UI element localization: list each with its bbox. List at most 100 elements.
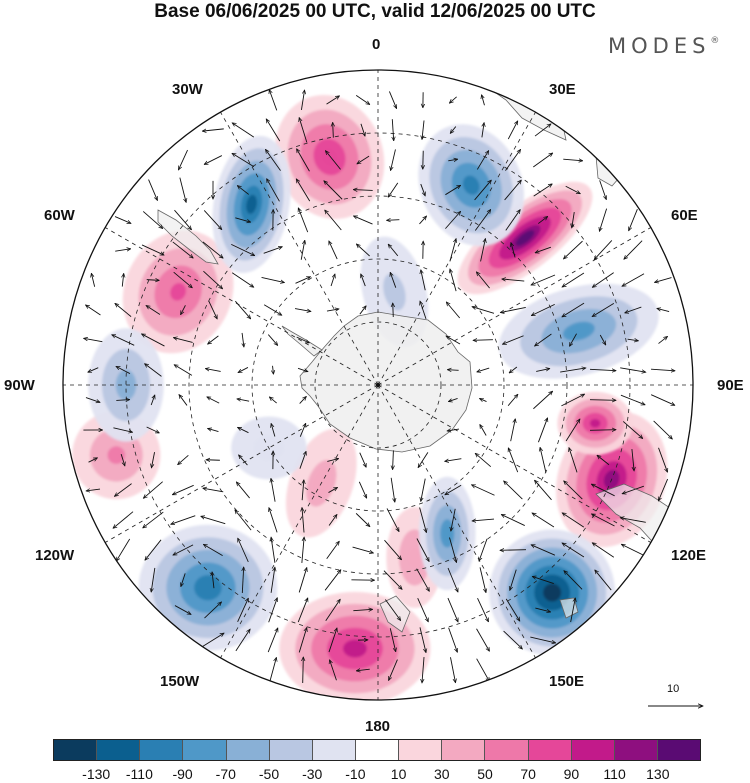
wind-vector-arrow [204,155,223,165]
wind-vector-arrow [299,423,305,437]
wind-vector-arrow [502,279,525,282]
wind-vector-arrow [360,123,365,136]
anomaly-band [463,176,479,194]
wind-vector-arrow [359,306,366,315]
wind-vector-arrow [531,544,556,556]
south-pole-marker [376,383,380,387]
wind-vector-arrow [657,308,670,313]
wind-vector-arrow [294,308,311,312]
wind-vector-arrow [122,273,123,287]
registered-mark: ® [710,36,720,46]
wind-vector-arrow [267,334,277,346]
wind-vector-arrow [532,513,555,528]
wind-vector-arrow [650,394,675,406]
anomaly-center-negative-14 [418,476,476,591]
wind-vector-arrow [151,452,155,468]
wind-vector-arrow [300,240,305,260]
wind-vector-arrow [563,159,582,161]
wind-vector-arrow [509,366,518,373]
wind-vector-arrow [569,333,577,347]
wind-vector-arrow [500,307,526,312]
wind-vector-arrow [420,183,425,196]
wind-vector-arrow [420,301,427,320]
wind-vector-arrow [421,478,426,502]
anomaly-center-negative-12 [489,529,616,656]
colorbar-tick-label: -50 [258,766,280,782]
colorbar-tick-label: 130 [646,766,670,782]
wind-vector-arrow [477,598,489,622]
wind-vector-arrow [477,367,490,372]
wind-vector-arrow [501,514,525,526]
anomaly-band [515,230,535,246]
wind-vector-arrow [301,537,304,563]
colorbar-segment [183,740,227,760]
wind-vector-arrow [356,669,370,671]
wind-vector-arrow [352,546,374,553]
wind-vector-arrow [503,630,523,649]
wind-vector-arrow [267,628,278,653]
colorbar-tick-label: 30 [434,766,450,782]
wind-vector-arrow [472,519,495,521]
anomaly-center-negative-13 [138,524,278,651]
wind-vector-arrow [325,599,340,622]
wind-vector-arrow [595,570,612,591]
wind-vector-arrow [564,571,583,590]
wind-vector-arrow [624,240,643,260]
wind-vector-arrow [203,488,224,493]
lon-label-60w: 60W [44,207,75,224]
wind-vector-arrow [145,364,162,377]
wind-vector-arrow [447,429,460,431]
wind-vector-arrow [271,537,276,563]
colorbar-tick-label: -130 [82,766,111,782]
wind-vector-arrow [85,397,100,403]
wind-vector-arrow [589,369,616,370]
wind-vector-arrow [388,91,396,108]
wind-vector-arrow [203,544,223,557]
wind-vector-arrow [179,395,188,406]
wind-vector-arrow [114,483,132,497]
wind-vector-arrow [475,453,492,468]
wind-vector-arrow [393,303,394,318]
wind-vector-arrow [235,217,250,222]
wind-vector-arrow [113,427,132,432]
colorbar-segment [97,740,141,760]
wind-vector-arrow [142,211,163,228]
wind-vector-arrow [570,598,576,623]
wind-vector-arrow [419,216,426,225]
wind-vector-arrow [273,365,274,374]
wind-vector-arrow [533,184,553,197]
lon-label-120e: 120E [671,547,707,564]
wind-vector-arrow [560,368,586,373]
lon-label-60e: 60E [671,207,698,224]
brand-text: MODES [608,34,711,58]
wind-vector-arrow [242,332,244,347]
colorbar-segment [571,740,615,760]
wind-vector-arrow [449,96,457,103]
wind-vector-arrow [445,185,460,196]
anomaly-center-positive-3 [279,591,431,700]
wind-vector-arrow [298,628,307,653]
colorbar-segment [355,740,400,760]
wind-vector-arrow [450,126,457,134]
wind-vector-arrow [146,305,161,315]
antarctica-landmass [299,311,473,453]
wind-vector-arrow [271,478,276,502]
wind-vector-arrow [504,481,523,500]
colorbar-segment [226,740,270,760]
colorbar-segment [528,740,572,760]
wind-vector-arrow [115,303,132,317]
anomaly-band [198,578,218,597]
wind-vector-arrow [599,334,606,345]
wind-vector-arrow [299,118,308,143]
wind-vector-arrow [327,459,338,462]
wind-vector-arrow [116,400,129,401]
wind-vector-arrow [446,302,461,319]
wind-vector-arrow [173,544,194,555]
vector-scale-label: 10 [667,683,680,695]
wind-vector-arrow [356,244,370,257]
wind-vector-arrow [476,628,490,652]
wind-vector-arrow [510,419,516,442]
wind-vector-arrow [143,511,164,528]
wind-vector-arrow [629,209,638,231]
